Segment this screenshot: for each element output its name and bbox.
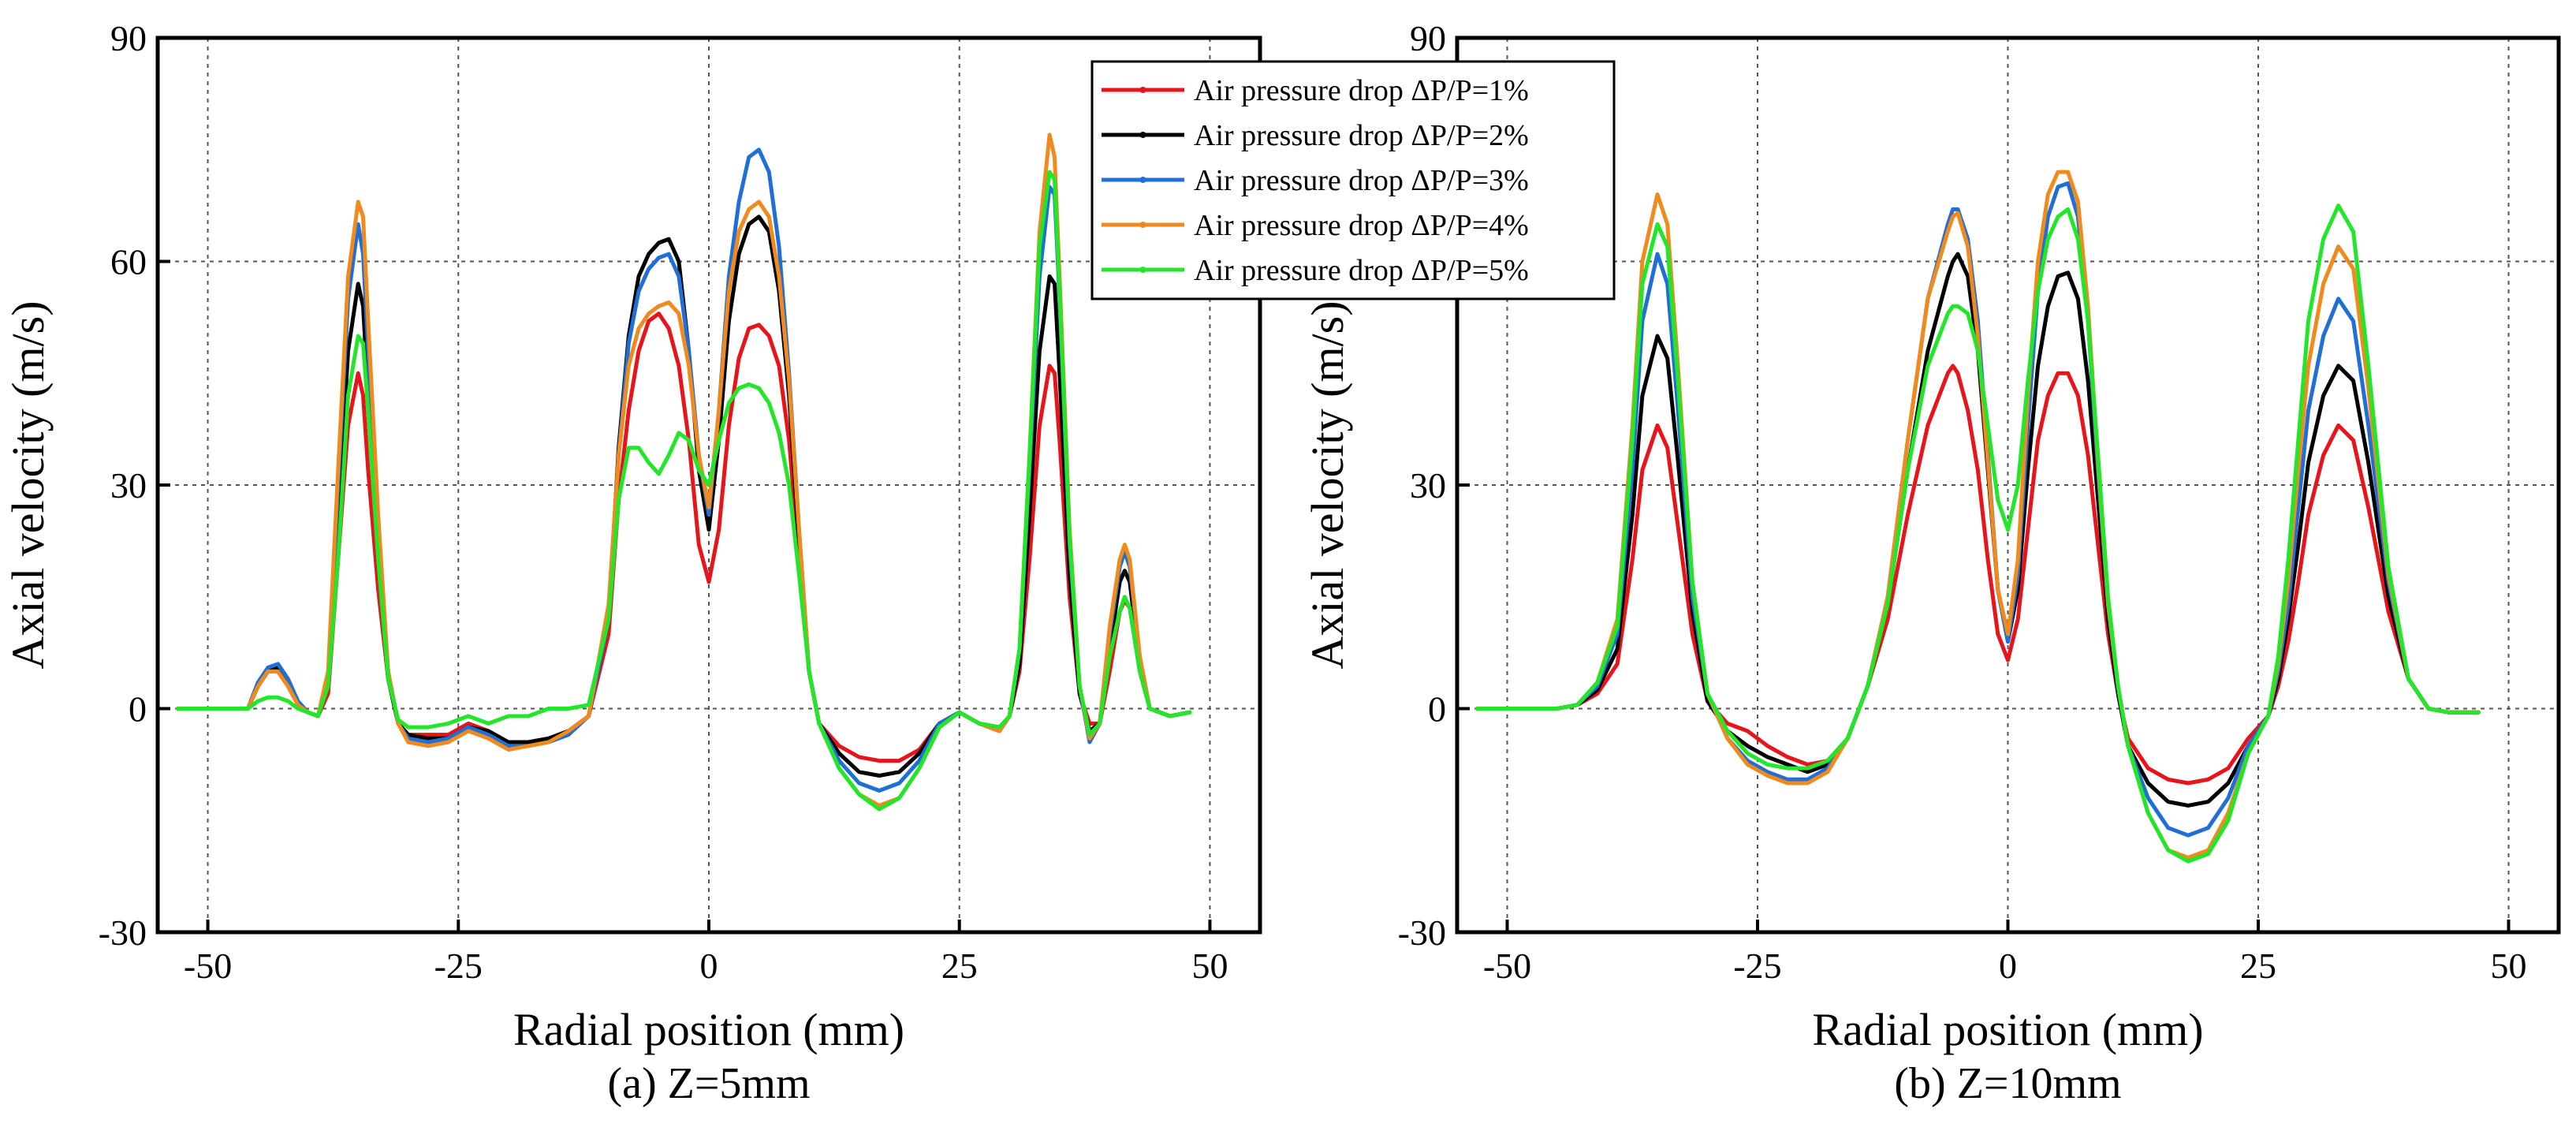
series-line-1: [1474, 364, 2481, 786]
legend-marker-5: [1139, 267, 1146, 273]
x-tick-label: 0: [1999, 946, 2017, 986]
series-line-1: [175, 312, 1192, 763]
series-line-5: [1474, 203, 2481, 864]
series-line-5: [175, 170, 1192, 812]
legend-marker-4: [1139, 222, 1146, 228]
legend: Air pressure drop ΔP/P=1% Air pressure dr…: [1090, 60, 1616, 300]
x-tick-label: -50: [1483, 946, 1531, 986]
x-tick-label: 50: [2491, 946, 2527, 986]
y-tick-label: 90: [1410, 18, 1446, 58]
x-tick-label: -25: [1733, 946, 1781, 986]
legend-label-3: Air pressure drop ΔP/P=3%: [1194, 164, 1529, 197]
y-tick-label: 90: [110, 18, 147, 58]
x-tick-label: 0: [700, 946, 718, 986]
y-tick-label: 30: [110, 465, 147, 506]
y-tick-label: 0: [1428, 689, 1446, 730]
x-axis-label: Radial position (mm): [1812, 1004, 2203, 1055]
legend-marker-3: [1139, 177, 1146, 183]
x-axis-label: Radial position (mm): [513, 1004, 904, 1055]
y-axis-label: Axial velocity (m/s): [1302, 300, 1353, 669]
legend-label-5: Air pressure drop ΔP/P=5%: [1194, 254, 1529, 287]
chart-caption: (a) Z=5mm: [607, 1059, 810, 1108]
chart-a: -50 -25 0 25 50 -30 0 30 60 90 Radial position (mm…: [2, 18, 1262, 1108]
legend-marker-2: [1139, 132, 1146, 138]
series-group: [1474, 170, 2481, 864]
x-tick-label: -50: [184, 946, 232, 986]
x-tick-label: -25: [434, 946, 483, 986]
y-tick-label: -30: [99, 912, 147, 953]
y-tick-label: -30: [1398, 912, 1446, 953]
y-tick-label: 0: [129, 689, 147, 730]
y-axis-label: Axial velocity (m/s): [2, 300, 54, 669]
legend-label-1: Air pressure drop ΔP/P=1%: [1194, 74, 1529, 107]
x-tick-label: 50: [1191, 946, 1228, 986]
legend-label-4: Air pressure drop ΔP/P=4%: [1194, 209, 1529, 242]
legend-label-2: Air pressure drop ΔP/P=2%: [1194, 119, 1529, 152]
series-group: [175, 132, 1192, 812]
x-tick-label: 25: [941, 946, 978, 986]
x-tick-label: 25: [2240, 946, 2276, 986]
chart-caption: (b) Z=10mm: [1894, 1059, 2121, 1108]
y-tick-label: 60: [110, 242, 147, 282]
legend-marker-1: [1139, 87, 1146, 93]
y-tick-label: 30: [1410, 465, 1446, 506]
series-line-2: [175, 215, 1192, 778]
